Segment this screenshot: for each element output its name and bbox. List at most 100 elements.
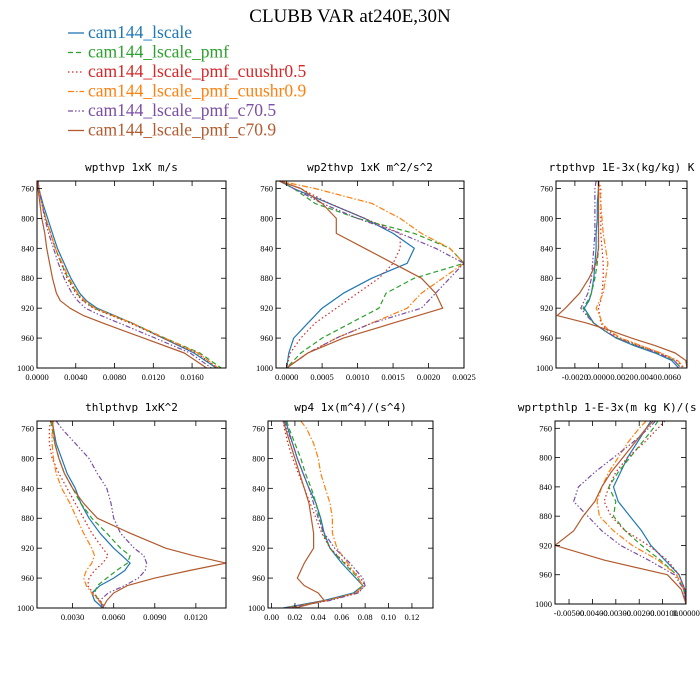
series-line xyxy=(51,421,226,608)
y-tick-label: 760 xyxy=(540,183,553,193)
y-tick-label: 920 xyxy=(539,540,552,550)
x-tick-label: 0.0010 xyxy=(346,372,369,382)
y-tick-label: 760 xyxy=(21,183,34,193)
y-tick-label: 760 xyxy=(539,423,552,433)
y-tick-label: 880 xyxy=(21,273,34,283)
panels: wpthvp 1xK m/s76080084088092096010000.00… xyxy=(17,161,700,622)
panel-title: wpthvp 1xK m/s xyxy=(85,161,178,174)
series-line xyxy=(555,421,686,604)
series-line xyxy=(282,421,366,608)
y-tick-label: 760 xyxy=(21,423,34,433)
panel-4: thlpthvp 1xK^2 760 800 840 880 920 960 1000 0.00… xyxy=(17,401,227,622)
y-tick-label: 880 xyxy=(260,273,273,283)
series-line xyxy=(279,181,401,368)
panel-2: wp2thvp 1xK m^2/s^2 760 800 840 880 920 960 100… xyxy=(256,161,476,382)
panel-title: wp4 1x(m^4)/(s^4) xyxy=(294,401,407,414)
series-line xyxy=(279,181,464,368)
legend-entry: cam144_lscale_pmf_c70.5 xyxy=(88,100,276,120)
series-line xyxy=(37,181,212,368)
series-line xyxy=(573,421,686,604)
panel-title: thlpthvp 1xK^2 xyxy=(85,401,178,414)
x-tick-label: 0.0015 xyxy=(381,372,404,382)
y-tick-label: 800 xyxy=(539,453,552,463)
x-tick-label: 0.02 xyxy=(287,612,302,622)
x-tick-label: 0.00000 xyxy=(672,608,700,618)
x-tick-label: 0.0020 xyxy=(610,372,633,382)
panel-title: rtpthvp 1E-3x(kg/kg) K xyxy=(549,161,695,174)
y-tick-label: 920 xyxy=(21,303,34,313)
x-tick-label: 0.0160 xyxy=(180,372,203,382)
y-tick-label: 840 xyxy=(540,243,553,253)
series-line xyxy=(37,181,207,368)
x-tick-label: 0.0120 xyxy=(142,372,165,382)
x-tick-label: 0.10 xyxy=(381,612,396,622)
plot-frame xyxy=(36,180,227,369)
series-group xyxy=(282,421,366,608)
series-group xyxy=(37,181,222,368)
panel-6: wprtpthlp 1-E-3x(m kg K)/(s kg) 760 800 840… xyxy=(518,401,700,618)
series-line xyxy=(279,181,464,368)
series-line xyxy=(612,421,686,604)
panel-3: rtpthvp 1E-3x(kg/kg) K 760 800 840 880 920 960… xyxy=(536,161,695,382)
x-tick-label: 0.0000 xyxy=(275,372,298,382)
series-line xyxy=(37,181,219,368)
y-tick-label: 1000 xyxy=(248,603,265,613)
y-tick-label: 1000 xyxy=(256,363,273,373)
y-tick-label: 1000 xyxy=(17,603,34,613)
x-tick-label: 0.0025 xyxy=(452,372,475,382)
series-line xyxy=(608,421,686,604)
y-tick-label: 880 xyxy=(540,273,553,283)
x-tick-label: 0.0030 xyxy=(61,612,84,622)
y-tick-label: 840 xyxy=(260,243,273,253)
y-tick-label: 920 xyxy=(21,543,34,553)
series-line xyxy=(50,421,131,608)
x-tick-label: 0.00 xyxy=(264,612,279,622)
x-tick-label: 0.0000 xyxy=(25,372,48,382)
y-tick-label: 760 xyxy=(252,423,265,433)
x-tick-label: 0.0040 xyxy=(64,372,87,382)
x-tick-label: 0.0120 xyxy=(184,612,207,622)
y-tick-label: 1000 xyxy=(535,599,552,609)
series-line xyxy=(597,181,684,368)
x-tick-label: 0.0060 xyxy=(102,612,125,622)
x-tick-label: -0.00400 xyxy=(577,608,607,618)
plot-frame xyxy=(554,420,687,605)
y-tick-label: 800 xyxy=(260,213,273,223)
panel-5: wp4 1x(m^4)/(s^4)76080084088092096010000… xyxy=(248,401,434,622)
series-line xyxy=(583,181,680,368)
legend-entry: cam144_lscale xyxy=(88,22,192,42)
series-line xyxy=(37,181,222,368)
y-tick-label: 840 xyxy=(21,483,34,493)
panel-title: wp2thvp 1xK m^2/s^2 xyxy=(307,161,433,174)
series-line xyxy=(37,181,218,368)
series-group xyxy=(48,421,226,608)
y-tick-label: 960 xyxy=(21,333,34,343)
y-tick-label: 960 xyxy=(539,570,552,580)
y-tick-label: 960 xyxy=(260,333,273,343)
x-tick-label: 0.06 xyxy=(334,612,349,622)
plot-frame xyxy=(36,420,227,609)
series-line xyxy=(595,181,686,368)
series-line xyxy=(51,421,105,608)
series-line xyxy=(603,421,686,604)
y-tick-label: 920 xyxy=(252,543,265,553)
y-tick-label: 840 xyxy=(539,482,552,492)
series-line xyxy=(279,181,444,368)
x-tick-label: 0.08 xyxy=(358,612,373,622)
x-tick-label: -0.00300 xyxy=(601,608,631,618)
x-tick-label: 0.0005 xyxy=(310,372,333,382)
legend: cam144_lscalecam144_lscale_pmfcam144_lsc… xyxy=(68,22,306,140)
plot-frame xyxy=(555,180,688,369)
y-tick-label: 880 xyxy=(21,513,34,523)
x-tick-label: 0.0000 xyxy=(587,372,610,382)
legend-entry: cam144_lscale_pmf_cuushr0.5 xyxy=(88,61,306,81)
series-line xyxy=(51,421,131,608)
series-line xyxy=(283,421,364,608)
plot-frame xyxy=(267,420,434,609)
series-line xyxy=(282,421,325,608)
x-tick-label: 0.12 xyxy=(404,612,419,622)
series-group xyxy=(279,181,464,368)
y-tick-label: 1000 xyxy=(17,363,34,373)
series-line xyxy=(37,181,217,368)
series-line xyxy=(285,421,364,608)
